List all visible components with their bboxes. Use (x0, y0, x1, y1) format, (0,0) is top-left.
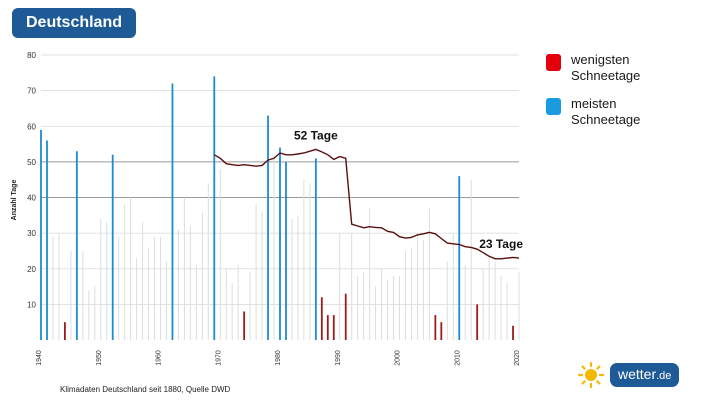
x-tick-label: 2020 (514, 350, 521, 366)
source-note: Klimadaten Deutschland seit 1880, Quelle… (60, 385, 231, 394)
sun-icon (578, 362, 604, 388)
x-tick-label: 1960 (156, 350, 163, 366)
annotation-end: 23 Tage (479, 237, 523, 251)
legend-swatch-most (546, 98, 561, 115)
x-tick-label: 1990 (335, 350, 342, 366)
x-tick-label: 2000 (395, 350, 402, 366)
x-tick-label: 1980 (275, 350, 282, 366)
legend-label-least: wenigsten Schneetage (571, 52, 641, 83)
y-tick-label: 30 (27, 229, 36, 238)
x-tick-label: 1950 (96, 350, 103, 366)
brand-logo: wetter.de (578, 362, 680, 388)
y-axis-label: Anzahl Tage (11, 180, 18, 221)
legend-item-most: meisten Schneetage (546, 96, 681, 128)
brand-tld: .de (656, 370, 672, 382)
brand-wordmark: wetter (618, 366, 657, 382)
x-tick-label: 1940 (36, 350, 43, 366)
brand-name: wetter.de (610, 363, 680, 387)
legend-item-least: wenigsten Schneetage (546, 52, 681, 84)
x-tick-label: 1970 (215, 350, 222, 366)
y-tick-label: 40 (27, 194, 36, 203)
y-tick-label: 50 (27, 158, 36, 167)
x-tick-label: 2010 (454, 350, 461, 366)
legend-label-most: meisten Schneetage (571, 96, 641, 127)
legend-swatch-least (546, 54, 561, 71)
y-tick-label: 80 (27, 51, 36, 60)
y-tick-label: 60 (27, 122, 36, 131)
page-title: Deutschland (12, 8, 136, 38)
y-tick-label: 70 (27, 87, 36, 96)
y-tick-label: 20 (27, 265, 36, 274)
trend-line (213, 148, 520, 260)
y-tick-label: 10 (27, 300, 36, 309)
annotation-max: 52 Tage (294, 128, 338, 142)
